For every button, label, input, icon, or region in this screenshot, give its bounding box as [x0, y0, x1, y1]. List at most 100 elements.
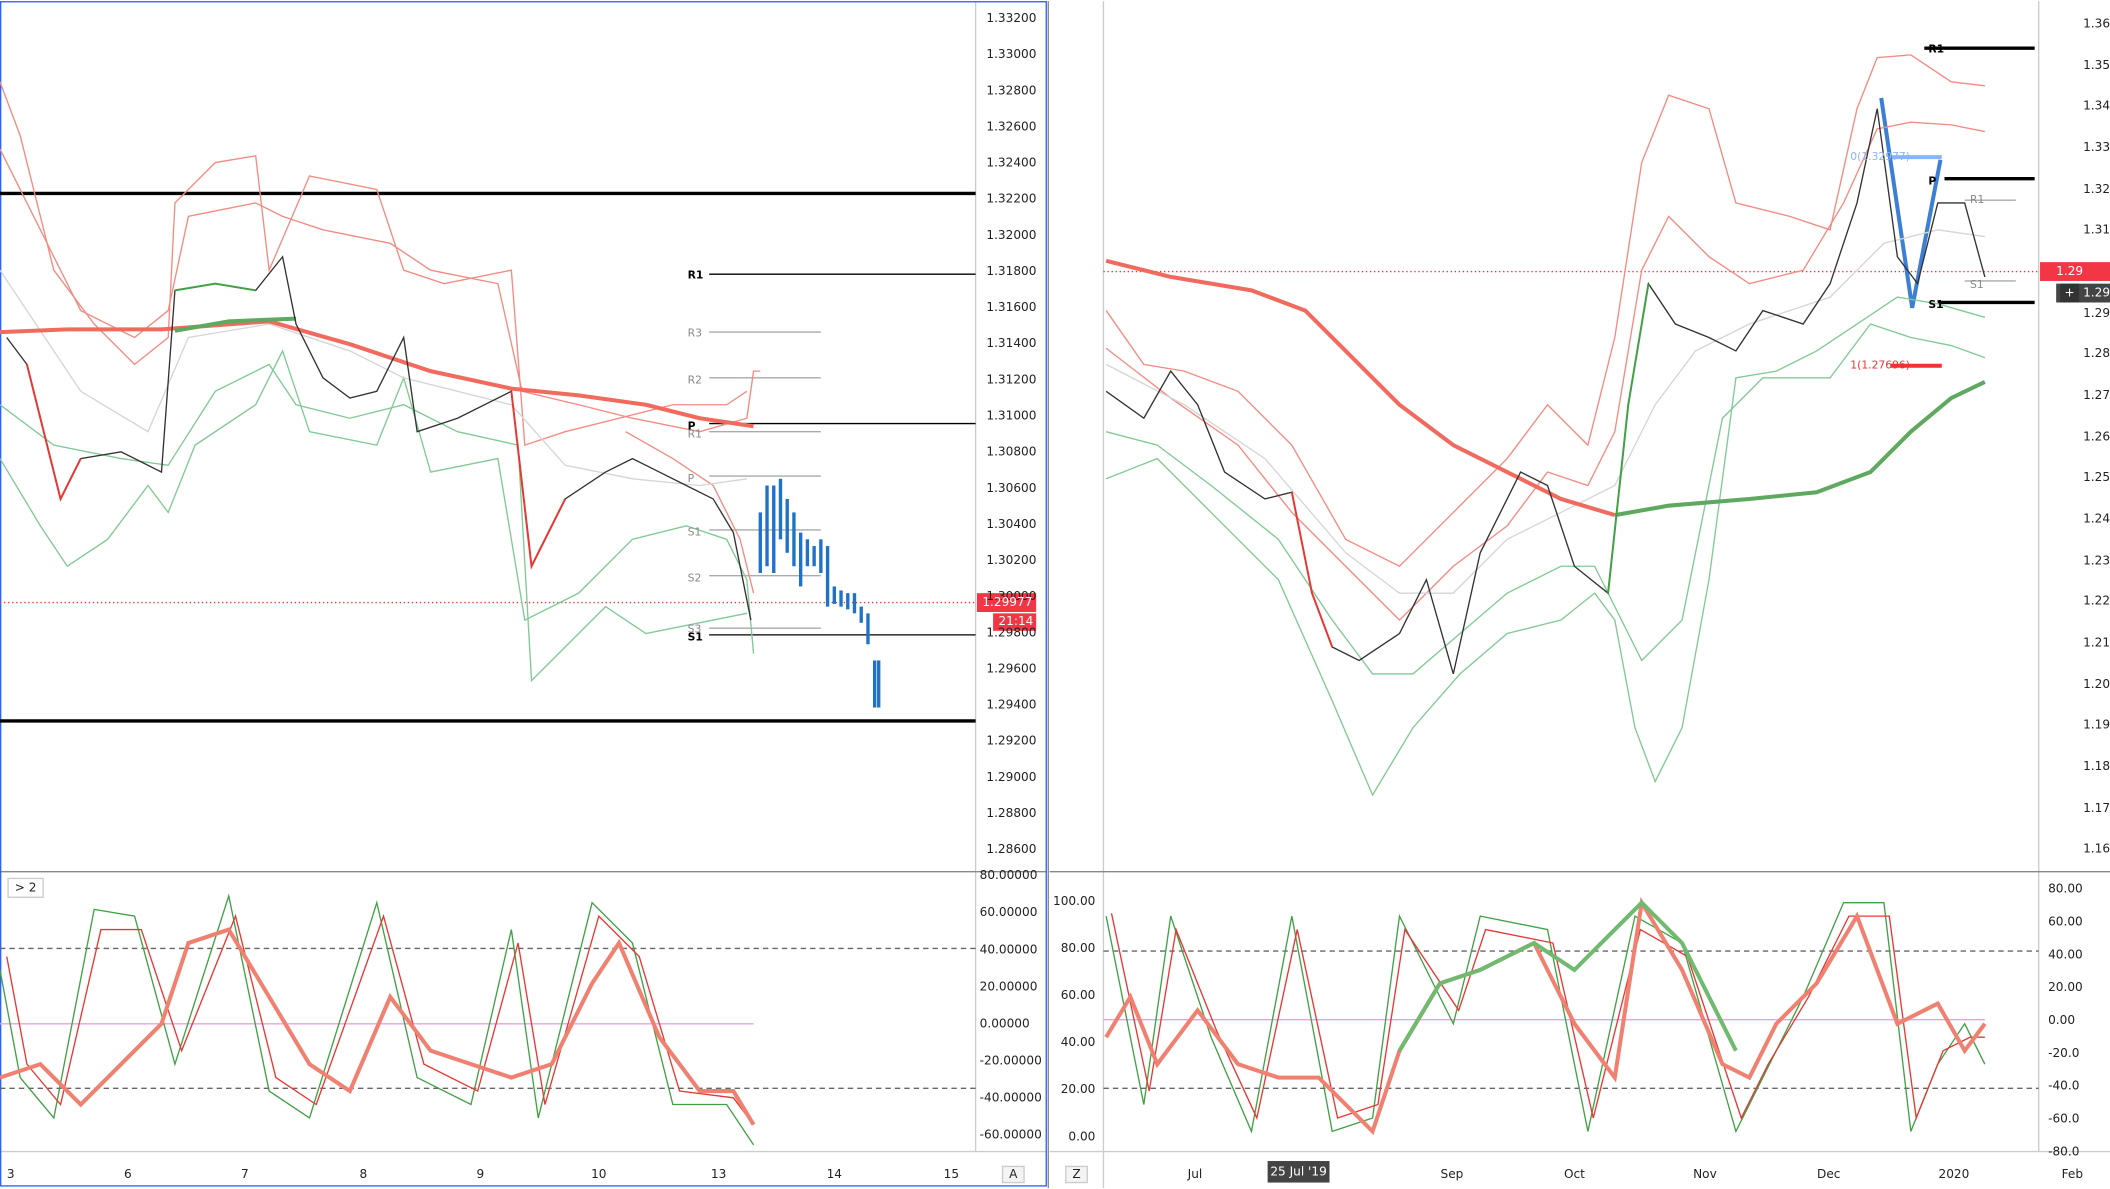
price-axis-label: 1.29400: [986, 698, 1036, 712]
oscillator-axis-label: 100.00: [1053, 894, 1095, 908]
price-axis-label: 1.31200: [986, 372, 1036, 386]
price-axis-label: 1.20: [2083, 677, 2110, 691]
price-axis-label: 1.32200: [986, 192, 1036, 206]
price-axis-label: 1.30200: [986, 553, 1036, 567]
price-axis-label: 1.36: [2083, 16, 2110, 30]
price-axis-label: 1.25: [2083, 470, 2110, 484]
date-label: 10: [591, 1167, 606, 1181]
oscillator-axis-label: -80.0: [2048, 1144, 2079, 1158]
price-axis-label: 1.29: [2083, 306, 2110, 320]
oscillator-axis-label: 0.00: [1068, 1129, 1095, 1143]
date-label: 3: [7, 1167, 15, 1181]
pivot-label: P: [1928, 174, 1936, 187]
pivot-label: S3: [688, 622, 702, 635]
price-axis-label: 1.32: [2083, 182, 2110, 196]
price-axis-label: 1.29600: [986, 661, 1036, 675]
scale-button[interactable]: A: [1009, 1167, 1018, 1181]
price-axis-label: 1.32400: [986, 156, 1036, 170]
pivot-label: R3: [688, 326, 702, 339]
oscillator-axis-label: 60.00: [1061, 988, 1096, 1002]
price-axis-label: 1.32000: [986, 228, 1036, 242]
oscillator-axis-label: 20.00000: [980, 979, 1038, 993]
oscillator-axis-label: 80.00000: [980, 868, 1038, 882]
date-label: 15: [944, 1167, 959, 1181]
price-axis-label: 1.31400: [986, 336, 1036, 350]
oscillator-axis-label: 60.00000: [980, 905, 1038, 919]
oscillator-axis-label: -40.00000: [980, 1090, 1042, 1104]
pivot-label: S1: [1970, 278, 1984, 291]
oscillator-axis-label: 60.00: [2048, 915, 2083, 929]
oscillator-axis-label: 20.00: [1061, 1082, 1096, 1096]
price-axis-label: 1.31: [2083, 222, 2110, 236]
pivot-label: S2: [688, 571, 702, 584]
oscillator-axis-label: 80.00: [1061, 941, 1096, 955]
cursor-tag: 1.29: [2083, 286, 2110, 300]
oscillator-axis-label: -20.0: [2048, 1046, 2079, 1060]
price-axis-label: 1.28800: [986, 806, 1036, 820]
price-axis-label: 1.29800: [986, 625, 1036, 639]
oscillator-axis-label: -60.00000: [980, 1127, 1042, 1141]
oscillator-axis-label: 40.00000: [980, 942, 1038, 956]
pivot-label: S1: [688, 526, 702, 539]
pivot-label: R2: [688, 374, 702, 387]
price-axis-label: 1.30000: [986, 589, 1036, 603]
pivot-label: S1: [688, 631, 703, 644]
time-tag: 21:14: [998, 614, 1033, 628]
price-tag: 1.29977: [982, 595, 1032, 609]
price-axis-label: 1.26: [2083, 430, 2110, 444]
price-axis-label: 1.35: [2083, 58, 2110, 72]
pivot-label: R1: [688, 427, 702, 440]
date-label: 2020: [1938, 1167, 1969, 1181]
oscillator-axis-label: 0.00000: [980, 1016, 1030, 1030]
price-axis-label: 1.23: [2083, 553, 2110, 567]
price-axis-label: 1.28600: [986, 842, 1036, 856]
price-axis-label: 1.29000: [986, 770, 1036, 784]
pivot-label: P: [688, 419, 696, 432]
price-axis-label: 1.31600: [986, 300, 1036, 314]
cursor-button[interactable]: +: [2065, 286, 2075, 300]
price-axis-label: 1.22: [2083, 594, 2110, 608]
date-label: Jul: [1187, 1167, 1203, 1181]
labels: 1.332001.330001.328001.326001.324001.322…: [7, 11, 2110, 1181]
price-axis-label: 1.32600: [986, 119, 1036, 133]
pivot-label: R1: [1928, 43, 1944, 56]
price-axis-label: 1.18: [2083, 759, 2110, 773]
oscillator-axis-label: -60.0: [2048, 1112, 2079, 1126]
date-label: Sep: [1441, 1167, 1464, 1181]
price-axis-label: 1.31800: [986, 264, 1036, 278]
oscillator-axis-label: -20.00000: [980, 1053, 1042, 1067]
date-label: Feb: [2062, 1167, 2084, 1181]
oscillator-axis-label: 40.00: [2048, 947, 2083, 961]
fib-label: 1(1.27696): [1850, 359, 1910, 372]
oscillator-axis-label: 20.00: [2048, 980, 2083, 994]
scale-button[interactable]: Z: [1072, 1167, 1080, 1181]
oscillator-axis-label: -40.0: [2048, 1079, 2079, 1093]
pivot-label: P: [688, 472, 695, 485]
fib-label: 0(1.32977): [1850, 150, 1910, 163]
pivot-label: S1: [1928, 298, 1943, 311]
price-axis-label: 1.16: [2083, 841, 2110, 855]
date-label: 9: [477, 1167, 485, 1181]
date-label: Oct: [1564, 1167, 1585, 1181]
date-label: 13: [711, 1167, 726, 1181]
price-axis-label: 1.33200: [986, 11, 1036, 25]
price-axis-label: 1.30600: [986, 481, 1036, 495]
price-axis-label: 1.29200: [986, 734, 1036, 748]
indicator-toggle[interactable]: > 2: [15, 880, 37, 894]
price-axis-label: 1.21: [2083, 635, 2110, 649]
oscillator-axis-label: 0.00: [2048, 1013, 2075, 1027]
date-label: Dec: [1817, 1167, 1840, 1181]
price-tag: 1.29: [2056, 264, 2083, 278]
date-label: 8: [359, 1167, 367, 1181]
price-axis-label: 1.33: [2083, 140, 2110, 154]
date-cursor: 25 Jul '19: [1270, 1164, 1326, 1178]
price-axis-label: 1.28: [2083, 346, 2110, 360]
date-label: 14: [827, 1167, 843, 1181]
date-label: 7: [241, 1167, 249, 1181]
date-label: 6: [124, 1167, 132, 1181]
price-axis-label: 1.24: [2083, 512, 2110, 526]
price-axis-label: 1.33000: [986, 47, 1036, 61]
price-axis-label: 1.30800: [986, 445, 1036, 459]
